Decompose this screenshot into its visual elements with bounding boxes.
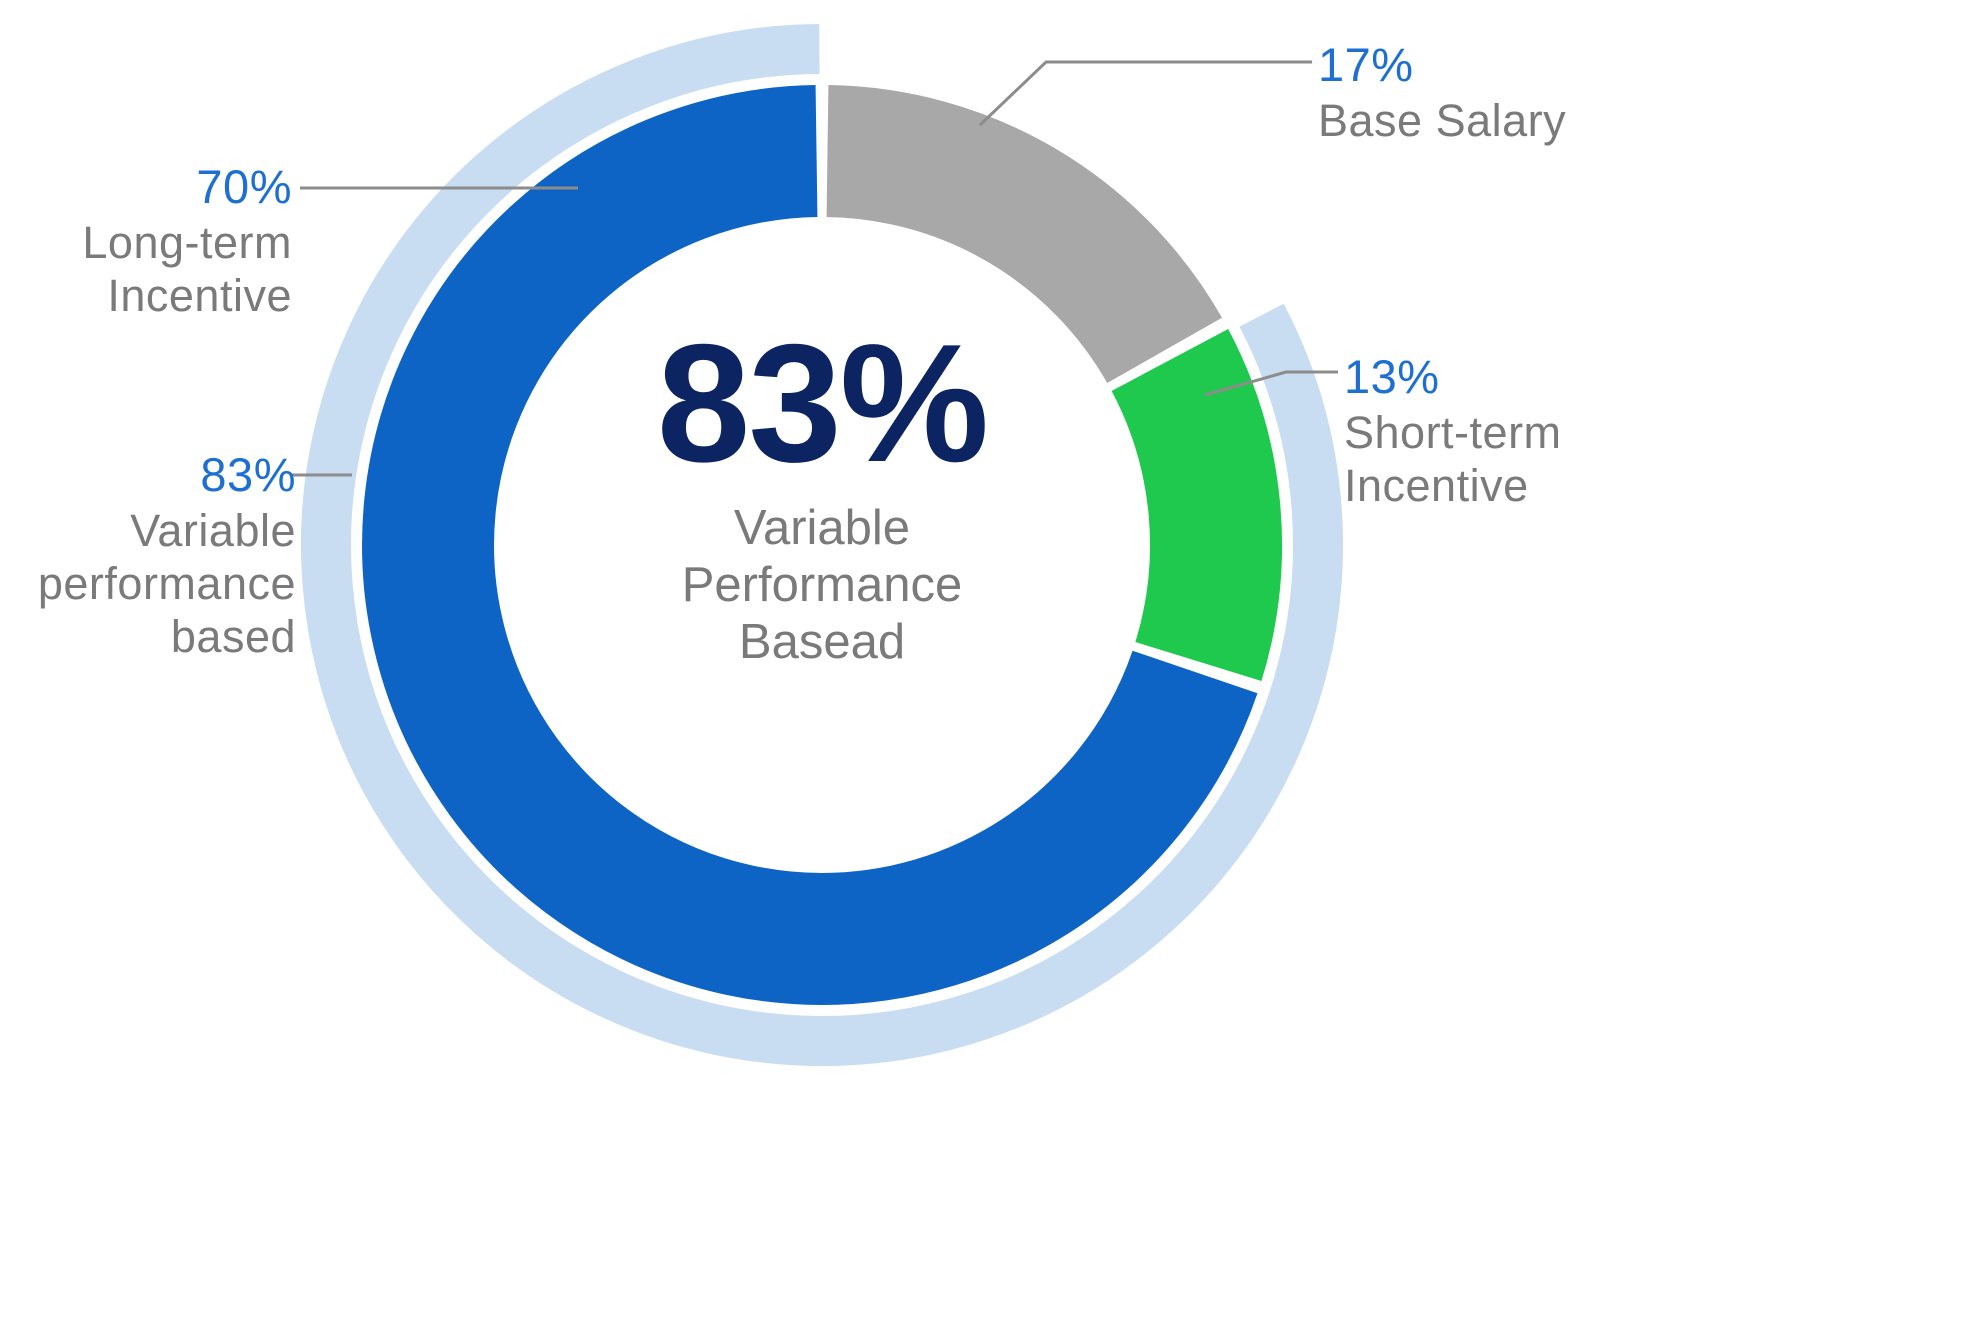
short-term-percent: 13% (1344, 350, 1440, 403)
variable-name-line3: based (170, 611, 296, 662)
callout-line-short-term-incentive (1204, 370, 1338, 397)
center-subtitle-line1: Variable (733, 501, 911, 555)
variable-percent: 83% (200, 448, 296, 501)
segment-short-term-incentive (1111, 329, 1283, 681)
segment-long-term-incentive (362, 85, 1258, 1005)
center-subtitle-line3: Basead (738, 615, 906, 669)
center-value: 83% (656, 309, 989, 497)
label-long-term-incentive: 70% Long-term Incentive (0, 158, 292, 322)
base-salary-percent: 17% (1318, 38, 1414, 91)
long-term-name-line2: Incentive (107, 270, 292, 321)
long-term-name-line1: Long-term (82, 217, 292, 268)
variable-name-line2: performance (37, 558, 296, 609)
long-term-percent: 70% (196, 160, 292, 213)
donut-center-label: 83% Variable Performance Basead (472, 318, 1172, 671)
label-short-term-incentive: 13% Short-term Incentive (1344, 348, 1562, 512)
segment-base-salary (825, 85, 1222, 384)
label-variable-performance-based: 83% Variable performance based (0, 446, 296, 663)
variable-name-line1: Variable (130, 505, 296, 556)
short-term-name-line1: Short-term (1344, 407, 1562, 458)
center-subtitle-line2: Performance (681, 558, 963, 612)
outer-arc-variable-performance (301, 24, 1344, 1066)
base-salary-name: Base Salary (1318, 95, 1567, 146)
short-term-name-line2: Incentive (1344, 460, 1529, 511)
label-base-salary: 17% Base Salary (1318, 36, 1566, 147)
callout-line-base-salary (978, 60, 1312, 127)
